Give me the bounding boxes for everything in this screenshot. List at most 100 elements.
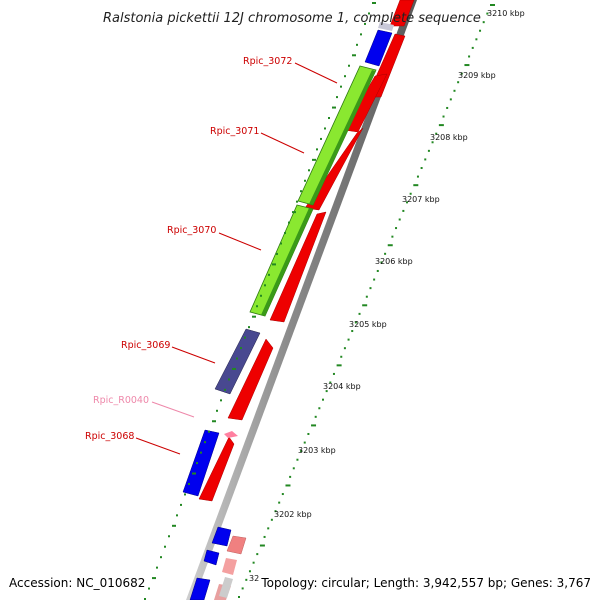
inner-track-dot: [276, 252, 278, 255]
scale-label-3204: 3204 kbp: [323, 382, 361, 391]
scale-track-dot: [365, 295, 368, 298]
inner-track-dot: [368, 12, 370, 15]
scale-track-dot: [259, 544, 265, 547]
gene-label-rpic-3071[interactable]: Rpic_3071: [210, 126, 259, 137]
inner-track-dot: [208, 430, 210, 433]
scale-track-dot: [322, 398, 324, 401]
scale-track-dot: [486, 12, 489, 15]
scale-track-dot: [482, 21, 485, 24]
scale-track-dot: [332, 372, 335, 375]
inner-track-dot: [196, 462, 198, 465]
leader-rpic-3072: [294, 62, 338, 84]
inner-track-dot: [216, 409, 218, 412]
inner-track-dot: [288, 221, 290, 224]
scale-track-dot: [325, 390, 328, 393]
scale-track-dot: [373, 278, 376, 281]
scale-track-dot: [479, 29, 482, 32]
scale-track-dot: [362, 304, 368, 307]
inner-track-dot: [280, 242, 282, 245]
inner-track-dot: [292, 211, 296, 214]
scale-track-dot: [285, 484, 291, 487]
scale-track-dot: [398, 218, 401, 221]
gene-label-rpic-r0040[interactable]: Rpic_R0040: [93, 395, 149, 406]
inner-track-dot: [148, 587, 150, 590]
scale-label-3203: 3203 kbp: [298, 446, 336, 455]
scale-label-3207: 3207 kbp: [402, 195, 440, 204]
gene-label-rpic-3072[interactable]: Rpic_3072: [243, 56, 292, 67]
scale-track-dot: [438, 124, 444, 127]
inner-track-dot: [180, 503, 182, 506]
inner-track-dot: [160, 556, 162, 559]
scale-track-dot: [307, 432, 310, 435]
grey-feature-0: [219, 577, 233, 598]
scale-track-dot: [409, 192, 412, 195]
scale-track-dot: [420, 167, 423, 170]
scale-track-dot: [391, 235, 394, 238]
inner-track-dot: [224, 388, 226, 391]
inner-dot-track: [144, 2, 376, 600]
inner-track-dot: [348, 64, 350, 67]
scale-track-dot: [464, 64, 470, 67]
scale-track-dot: [471, 46, 474, 49]
scale-track-dot: [296, 458, 299, 461]
scale-track-dot: [358, 312, 361, 315]
cds-forward-0: [389, 0, 415, 27]
inner-track-dot: [328, 117, 330, 120]
inner-track-dot: [156, 566, 158, 569]
cds-forward-4: [269, 211, 327, 323]
inner-track-dot: [300, 190, 302, 193]
cds-reverse-0: [364, 29, 393, 67]
gene-labels: Rpic_3072 Rpic_3071 Rpic_3070 Rpic_3069 …: [85, 56, 292, 442]
scale-track-dot: [248, 570, 251, 573]
scale-track-dot: [343, 347, 346, 350]
scale-track-dot: [329, 381, 332, 384]
scale-track-dot: [446, 106, 449, 109]
scale-track-dot: [453, 89, 456, 92]
scale-track-dot: [238, 596, 240, 598]
scale-track-dot: [387, 244, 393, 247]
cds-reverse-3: [203, 549, 220, 566]
inner-track-dot: [192, 472, 196, 475]
inner-track-dot: [236, 357, 238, 360]
inner-track-dot: [200, 451, 202, 454]
accession-text: Accession: NC_010682: [9, 576, 146, 590]
scale-track-dot: [427, 149, 430, 152]
scale-track-dot: [263, 535, 266, 538]
inner-track-dot: [316, 148, 318, 151]
grey-feature-1: [378, 22, 394, 31]
scale-track-dot: [256, 553, 259, 556]
scale-track-dot: [490, 4, 495, 6]
cds-forward-5: [227, 338, 274, 421]
gene-label-rpic-3070[interactable]: Rpic_3070: [167, 225, 216, 236]
inner-track-dot: [296, 200, 298, 203]
inner-track-dot: [324, 127, 326, 130]
scale-track-dot: [241, 587, 244, 590]
scale-track-dot: [289, 475, 292, 478]
inner-track-dot: [284, 232, 286, 235]
inner-track-dot: [232, 367, 236, 370]
scale-track-dot: [431, 141, 434, 144]
inner-track-dot: [176, 514, 178, 517]
scale-track-dot: [442, 115, 445, 118]
inner-track-dot: [264, 284, 266, 287]
gene-label-rpic-3068[interactable]: Rpic_3068: [85, 431, 134, 442]
green-region-shade: [309, 70, 376, 205]
inner-track-dot: [320, 137, 322, 140]
scale-label-3206: 3206 kbp: [375, 257, 413, 266]
scale-track-dot: [402, 209, 405, 212]
leader-rpic-3069: [171, 346, 216, 364]
inner-track-dot: [268, 273, 270, 276]
cds-reverse-4: [189, 577, 211, 600]
scale-track-dot: [245, 578, 248, 581]
scale-track-dot: [318, 407, 321, 410]
cds-reverse-2: [211, 526, 232, 547]
scale-track-dot: [336, 364, 342, 367]
scale-track-dot: [351, 330, 354, 333]
inner-track-dot: [252, 315, 256, 318]
gene-label-rpic-3069[interactable]: Rpic_3069: [121, 340, 170, 351]
cds-forward-6: [198, 436, 235, 502]
inner-track-dot: [364, 22, 366, 25]
scale-label-3208: 3208 kbp: [430, 133, 468, 142]
inner-track-dot: [304, 179, 306, 182]
inner-track-dot: [172, 524, 176, 527]
